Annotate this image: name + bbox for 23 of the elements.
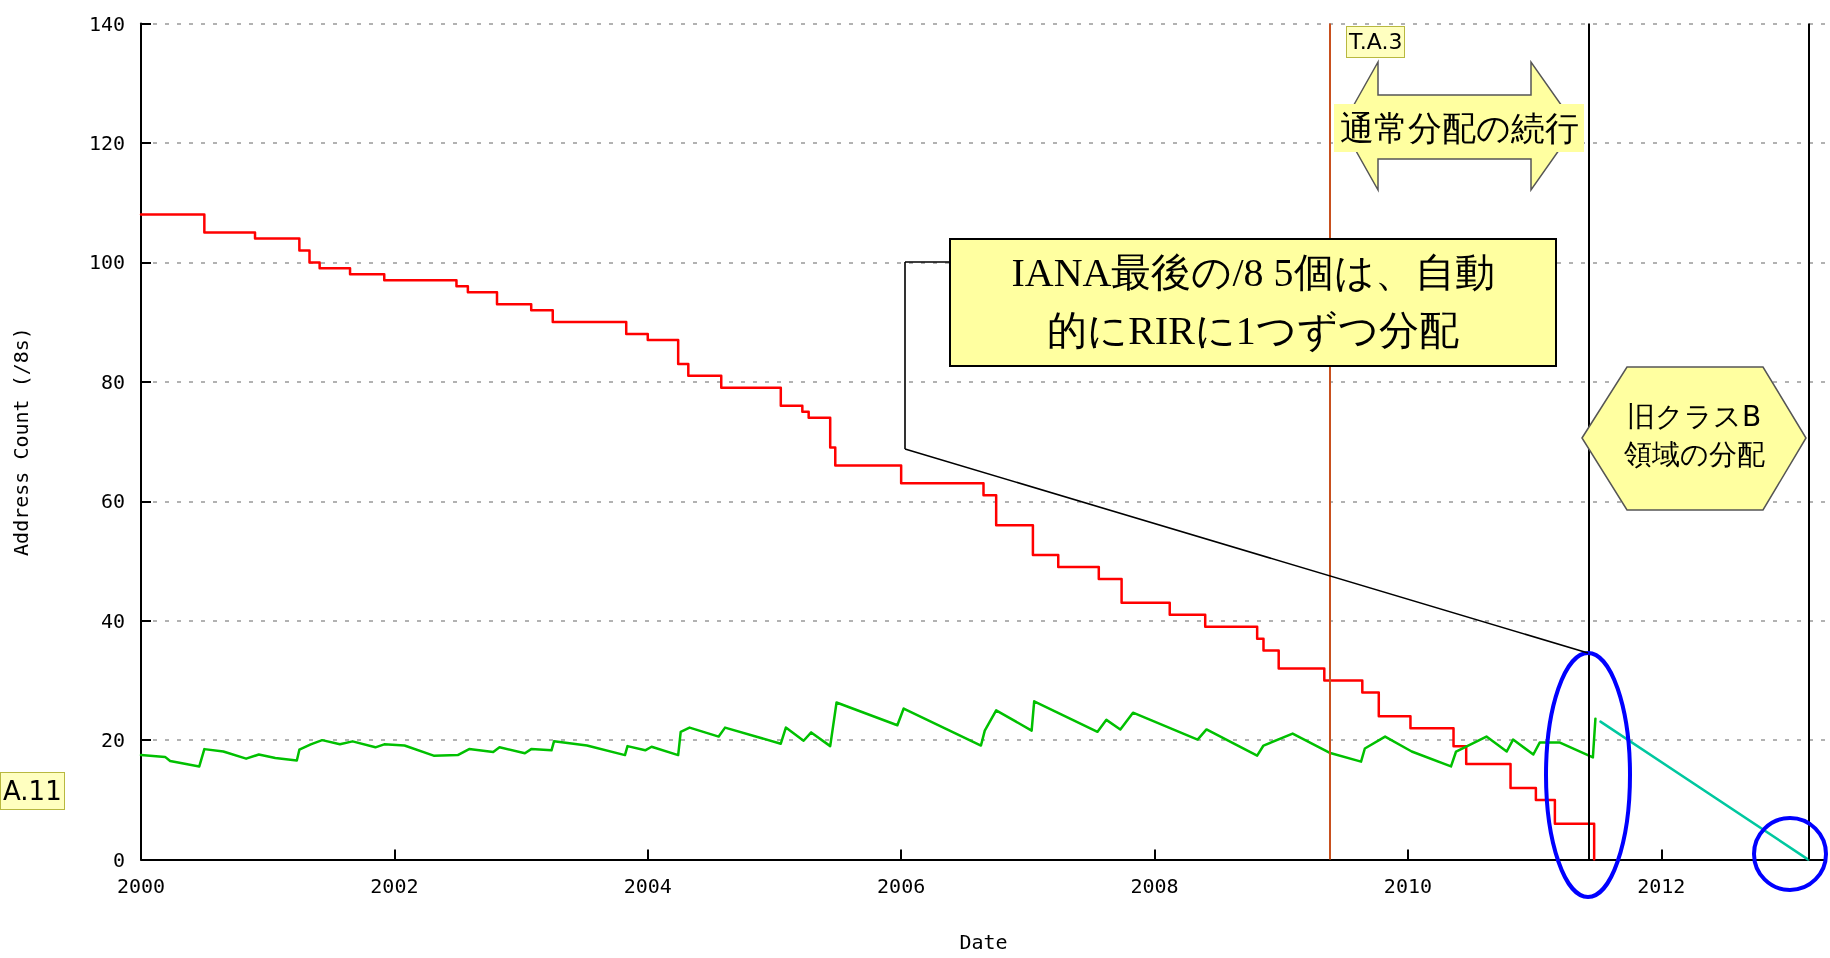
annotation: 通常分配の続行: [1334, 104, 1584, 152]
y-tick-label: 20: [100, 728, 125, 753]
annotation: 旧クラスB 領域の分配: [1622, 399, 1766, 473]
annotation: IANA最後の/8 5個は、自動的にRIRに1つずつ分配: [949, 238, 1557, 367]
y-axis-title: Address Count (/8s): [9, 327, 33, 556]
text: A.11: [0, 772, 65, 810]
x-tick-label: 2010: [1383, 873, 1432, 898]
y-tick-label: 80: [100, 369, 125, 394]
annotation: T.A.3: [1346, 26, 1406, 58]
x-tick-label: 2012: [1637, 873, 1686, 898]
y-tick-label: 100: [88, 250, 125, 275]
y-tick-label: 140: [88, 11, 125, 36]
y-tick-label: 60: [100, 489, 125, 514]
line-series: [139, 700, 1597, 768]
x-tick-label: 2008: [1130, 873, 1179, 898]
x-axis-title: Date: [959, 929, 1008, 954]
y-tick-label: 40: [100, 608, 125, 633]
x-tick-label: 2006: [877, 873, 926, 898]
x-tick-label: 2002: [370, 873, 419, 898]
x-tick-label: 2000: [116, 873, 166, 898]
y-tick-label: 120: [88, 130, 125, 155]
y-tick-label: 0: [112, 847, 125, 872]
x-tick-label: 2004: [623, 873, 672, 898]
